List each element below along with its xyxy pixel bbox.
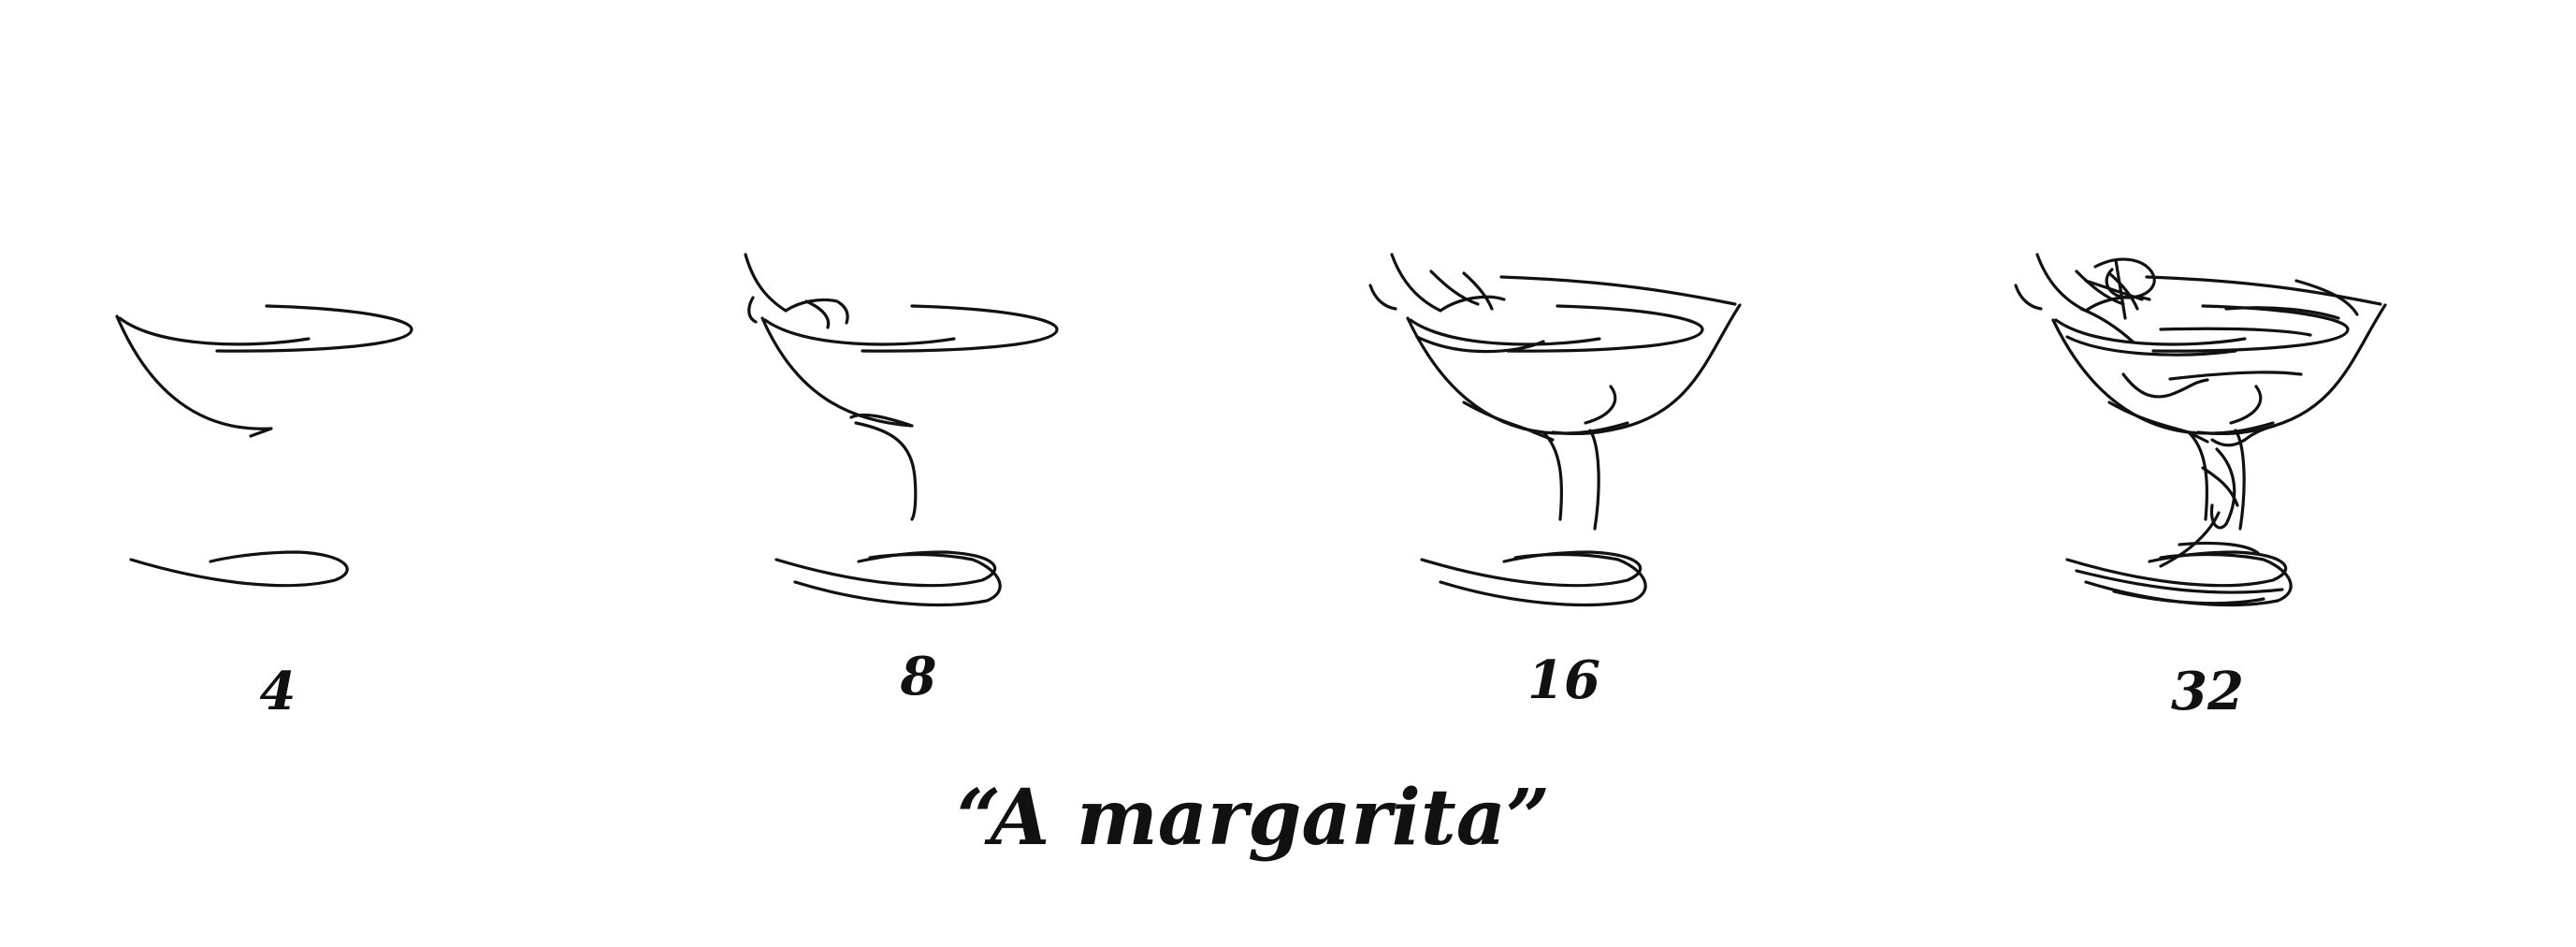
sketch-stroke [793,552,1002,606]
panel-label: 32 [2171,661,2244,722]
sketch-stroke [804,299,831,329]
sketch-stroke [2114,258,2127,320]
sketch-stroke [1409,318,1601,346]
sketch-stroke [1584,385,1617,425]
panel-label: 8 [900,646,937,707]
sketch-stroke [1439,552,1647,606]
sketch-stroke [2065,335,2237,357]
sketch-stroke [854,421,918,521]
sketch-stroke [129,550,349,588]
sketch-stroke [215,304,413,353]
sketch-stroke [2229,385,2263,425]
sketch-stroke [2210,424,2277,447]
sketch-stroke [1551,303,1742,436]
sketch-stroke [2054,318,2247,346]
sketch-stroke [2075,270,2125,306]
sketch-stroke [2121,372,2209,399]
sketch-stroke [2209,447,2236,530]
panel-label: 4 [260,661,297,722]
sketch-stroke [2107,271,2139,311]
sketch-stroke [2079,307,2135,343]
sketch-stroke [2159,327,2312,337]
panel-label: 16 [1527,649,1600,711]
sketch-stroke [2168,371,2303,381]
sketch-stroke [1541,430,1563,521]
sketch-stroke [2075,569,2284,594]
sketch-stroke [1588,429,1600,531]
sketch-stroke [2014,284,2043,311]
sketch-stroke [760,316,914,428]
sketch-stroke [2145,275,2382,306]
sketch-stroke [2294,279,2359,316]
sketch-stroke [2084,279,2144,301]
sketch-stroke [1429,270,1480,306]
sketch-stroke [2112,590,2265,605]
figure-caption: “A margarita” [957,773,1550,863]
sketch-stroke [1368,284,1397,311]
sketch-stroke [2093,257,2156,299]
sketch-stroke [2151,304,2350,353]
sketch-stroke [1506,304,1704,353]
sketch-stroke [763,318,956,346]
sketch-stroke [1462,271,1494,311]
sketch-stroke [2201,466,2239,507]
sketch-panel-4-strokes: 4 [115,304,413,722]
sketch-stroke [2234,429,2246,531]
sketch-stroke [115,314,273,438]
sketch-stroke [118,316,311,346]
sketch-panel-32-strokes: 32 [2014,253,2387,722]
sketch-panel-8-strokes: 8 [744,253,1059,707]
sketch-stroke [1499,275,1737,306]
sketch-stroke [1462,401,1555,442]
sketch-stroke [2224,306,2340,320]
sketch-panel-16-strokes: 16 [1368,253,1742,711]
sketch-stroke [2178,541,2261,556]
sketch-stroke [1415,335,1545,354]
sketch-stroke [2187,430,2208,521]
sketch-stroke [2196,303,2387,436]
sketch-stroke [747,296,758,324]
sketch-stroke [861,304,1059,353]
sketch-stroke [744,253,849,325]
sketch-stroke [2051,318,2275,435]
